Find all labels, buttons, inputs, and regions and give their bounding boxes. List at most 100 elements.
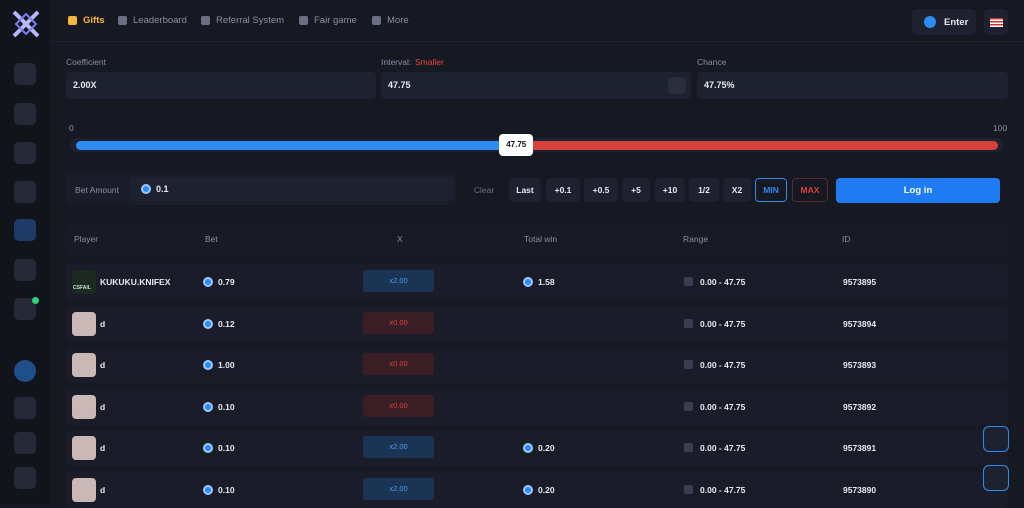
player-name[interactable]: d [100,318,106,329]
coin-icon [203,277,213,287]
player-name[interactable]: KUKUKU.KNIFEX [100,277,171,287]
sidebar [0,0,50,504]
range-icon [684,360,693,369]
chat-button[interactable] [983,465,1009,491]
table-header-cell: X [397,234,403,244]
player-name[interactable]: d [100,484,106,495]
total-win: 0.20 [538,484,555,495]
bet-id: 9573894 [843,318,877,329]
bet-input[interactable]: 0.1 [130,177,454,201]
bet-id: 9573893 [843,360,877,370]
avatar: CSFAIL [72,270,96,294]
nav-icon[interactable] [14,181,36,203]
nav-icon [299,16,308,25]
field-input[interactable]: 47.75% [697,72,1008,99]
field-input[interactable]: 2.00X [66,72,376,99]
nav-icon[interactable] [14,142,36,164]
bet-button[interactable]: Clear [473,185,495,195]
coin-icon [203,360,213,370]
field-input[interactable]: 47.75 [381,72,691,99]
coin-icon [523,484,533,495]
bet-id: 9573892 [843,401,877,412]
float-button[interactable] [983,426,1009,452]
bet-button[interactable]: X2 [723,178,751,202]
bet-amount: 0.12 [218,318,235,329]
bet-button[interactable]: Last [509,178,541,202]
avatar [72,353,96,377]
avatar [72,477,96,502]
nav-label: Referral System [216,15,285,26]
avatar [72,436,96,460]
nav-icon-active[interactable] [14,219,36,241]
slider-thumb[interactable]: 47.75 [499,134,534,156]
bet-amount: 0.10 [218,443,235,453]
top-bar: Enter [50,0,1024,42]
swap-button[interactable] [668,77,686,94]
nav-icon[interactable] [14,103,36,125]
nav-icon [201,16,210,25]
steam-icon [924,16,936,28]
range-icon [684,484,693,494]
bet-label: Bet Amount [75,185,119,195]
field-label: Chance [697,57,727,67]
multiplier: x0.00 [363,311,434,334]
range: 0.00 - 47.75 [700,401,746,412]
vk-icon[interactable] [14,467,36,489]
player-name[interactable]: d [100,401,106,412]
table-row: d 0.10 x0.00 0.00 - 47.75 9573892 [66,388,1008,425]
range-icon [684,401,693,411]
table-row: d 0.10 x2.00 0.20 0.00 - 47.75 9573891 [66,430,1008,466]
bet-amount: 0.79 [218,277,235,287]
nav-icon[interactable] [14,360,36,382]
multiplier: x2.00 [363,436,434,458]
bet-id: 9573895 [843,277,877,287]
login-button[interactable]: Log in [836,178,1000,203]
bet-panel: Bet Amount 0.1 [66,173,456,205]
field-label: Interval: [381,57,412,67]
online-dot [32,297,39,304]
range: 0.00 - 47.75 [700,360,746,370]
logo[interactable] [12,10,40,38]
settings-icon[interactable] [14,397,36,419]
language-button[interactable] [984,9,1008,35]
coin-icon [523,443,533,453]
nav-icon [118,16,127,25]
player-name[interactable]: d [100,443,106,453]
bet-button[interactable]: MAX [792,178,828,202]
nav-icon[interactable] [14,63,36,85]
interval-mode: Smaller [415,57,444,67]
nav-icon [68,16,77,25]
nav-label: More [387,15,409,26]
bet-button[interactable]: MIN [755,178,787,202]
multiplier: x2.00 [363,270,434,292]
bet-button[interactable]: +10 [655,178,685,202]
range: 0.00 - 47.75 [700,277,746,287]
telegram-icon[interactable] [14,432,36,454]
player-name[interactable]: d [100,360,106,370]
bet-button[interactable]: +0.1 [546,178,580,202]
coin-icon [203,401,213,412]
enter-button[interactable]: Enter [912,9,976,35]
nav-icon[interactable] [14,298,36,320]
avatar [72,394,96,419]
nav-label: Gifts [83,15,105,26]
range-icon [684,277,693,286]
table-header-cell: Bet [205,234,218,244]
bet-button[interactable]: +5 [622,178,650,202]
bet-button[interactable]: +0.5 [584,178,618,202]
nav-icon[interactable] [14,259,36,281]
table-header-cell: Player [74,234,99,244]
flag [990,18,1003,27]
bet-button[interactable]: 1/2 [689,178,719,202]
table-header-cell: Total win [524,234,558,244]
coin-icon [141,184,151,194]
range: 0.00 - 47.75 [700,318,746,329]
coin-icon [203,484,213,495]
nav-icon [372,16,381,25]
slider-max: 100 [993,123,1008,133]
table-header [66,222,1008,256]
range-icon [684,318,693,328]
bet-amount: 1.00 [218,360,235,370]
